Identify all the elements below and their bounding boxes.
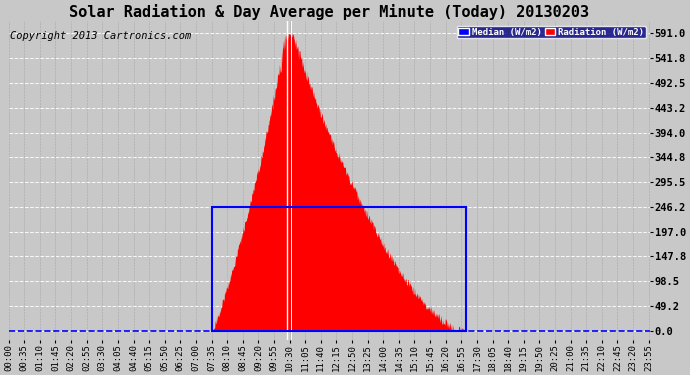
Bar — [212, 207, 466, 331]
Title: Solar Radiation & Day Average per Minute (Today) 20130203: Solar Radiation & Day Average per Minute… — [70, 4, 589, 20]
Text: Copyright 2013 Cartronics.com: Copyright 2013 Cartronics.com — [10, 31, 191, 41]
Legend: Median (W/m2), Radiation (W/m2): Median (W/m2), Radiation (W/m2) — [457, 26, 646, 39]
